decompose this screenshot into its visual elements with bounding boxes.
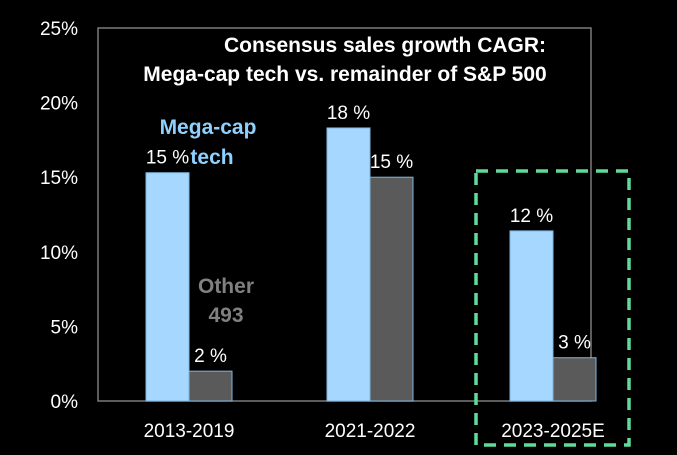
bar-mega-cap — [509, 230, 554, 402]
data-label: 3 % — [558, 333, 591, 354]
y-tick-label: 5% — [51, 317, 79, 338]
y-tick-label: 20% — [40, 94, 78, 115]
annotation-mega-cap-tech: tech — [190, 146, 233, 169]
annotation-other-493: Other — [198, 275, 254, 298]
y-tick-label: 25% — [40, 19, 78, 40]
bar-other-493 — [369, 176, 414, 402]
highlight-box — [474, 169, 631, 447]
x-tick-label: 2021-2022 — [325, 421, 416, 442]
y-tick-label: 10% — [40, 243, 78, 264]
annotation-mega-cap-tech: Mega-cap — [160, 116, 257, 139]
data-label: 2 % — [194, 346, 227, 367]
bar-other-493 — [188, 370, 233, 402]
chart-title: Consensus sales growth CAGR: — [224, 34, 546, 57]
annotation-other-493: 493 — [208, 304, 243, 327]
data-label: 15 % — [370, 152, 413, 173]
y-tick-label: 0% — [51, 392, 79, 413]
bar-mega-cap — [145, 172, 190, 402]
data-label: 18 % — [327, 103, 370, 124]
chart-subtitle: Mega-cap tech vs. remainder of S&P 500 — [143, 63, 546, 86]
data-label: 15 % — [146, 148, 189, 169]
x-tick-label: 2013-2019 — [144, 421, 235, 442]
data-label: 12 % — [510, 206, 553, 227]
y-tick-label: 15% — [40, 168, 78, 189]
x-tick-label: 2023-2025E — [501, 421, 605, 442]
bar-other-493 — [552, 357, 597, 402]
bar-mega-cap — [326, 127, 371, 402]
